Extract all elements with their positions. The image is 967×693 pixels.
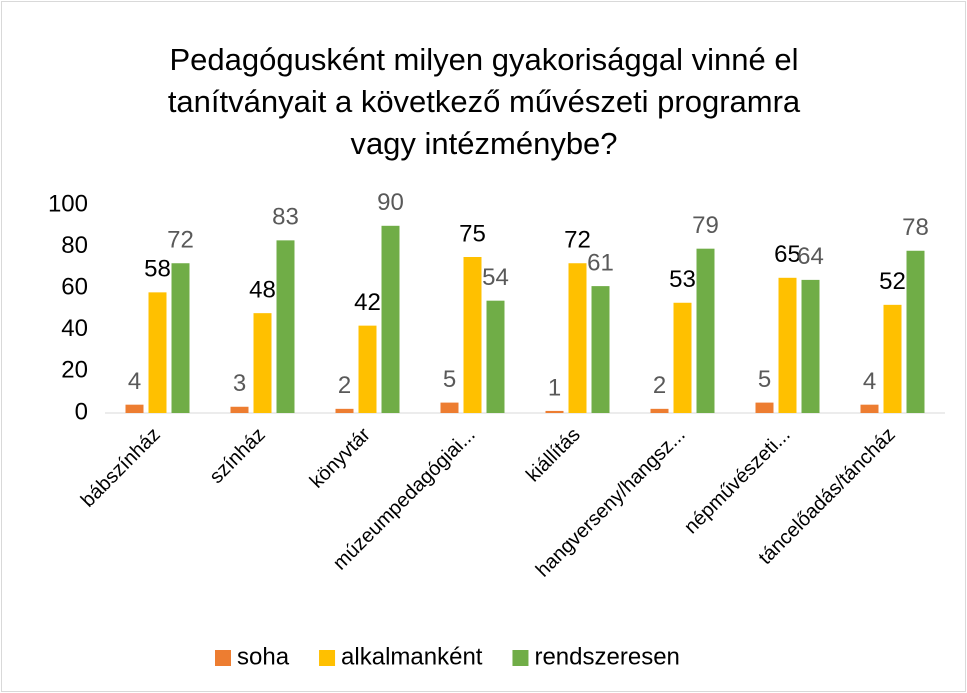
bar [230,406,249,413]
data-label: 2 [338,372,351,399]
legend-label: soha [237,643,290,670]
data-label: 72 [167,227,194,254]
data-label: 78 [902,214,929,241]
bar [801,279,820,413]
data-label: 5 [758,366,771,393]
chart-title: vagy intézménybe? [350,126,617,161]
data-label: 4 [128,368,141,395]
y-tick-label: 20 [61,357,88,384]
data-label: 3 [233,370,246,397]
bar [696,248,715,413]
y-tick-label: 40 [61,315,88,342]
bar [545,410,564,413]
data-label: 58 [144,256,171,283]
bar [883,304,902,413]
bar [650,408,669,413]
data-label: 48 [249,277,276,304]
bar [463,257,482,413]
bar [906,250,925,413]
data-label: 61 [587,249,614,276]
bar [673,302,692,413]
y-tick-label: 0 [75,398,88,425]
data-label: 54 [482,264,509,291]
data-label: 79 [692,212,719,239]
data-label: 72 [564,227,591,254]
legend-label: rendszeresen [534,643,679,670]
data-label: 75 [459,220,486,247]
bar [381,225,400,413]
data-label: 65 [774,241,801,268]
data-label: 2 [653,372,666,399]
chart-title: Pedagógusként milyen gyakorisággal vinné… [169,42,798,77]
bar [358,325,377,413]
legend-label: alkalmanként [341,643,483,670]
bar [171,263,190,413]
data-label: 1 [548,374,561,401]
bar [440,402,459,413]
data-label: 42 [354,289,381,316]
data-label: 83 [272,204,299,231]
bar [778,277,797,413]
bar [755,402,774,413]
chart-title: tanítványait a következő művészeti progr… [168,84,801,119]
bar [335,408,354,413]
data-label: 5 [443,366,456,393]
data-label: 64 [797,243,824,270]
data-label: 90 [377,189,404,216]
bar [860,404,879,413]
bar [276,240,295,413]
bar [148,292,167,413]
legend-swatch [512,650,529,666]
y-tick-label: 60 [61,274,88,301]
legend-swatch [319,650,336,666]
y-tick-label: 80 [61,232,88,259]
legend-swatch [215,650,231,666]
bar [125,404,144,413]
data-label: 52 [879,268,906,295]
data-label: 4 [863,368,876,395]
bar [253,313,272,413]
data-label: 53 [669,266,696,293]
y-tick-label: 100 [48,190,88,217]
bar [591,286,610,413]
bar [568,263,587,413]
bar [486,300,505,413]
